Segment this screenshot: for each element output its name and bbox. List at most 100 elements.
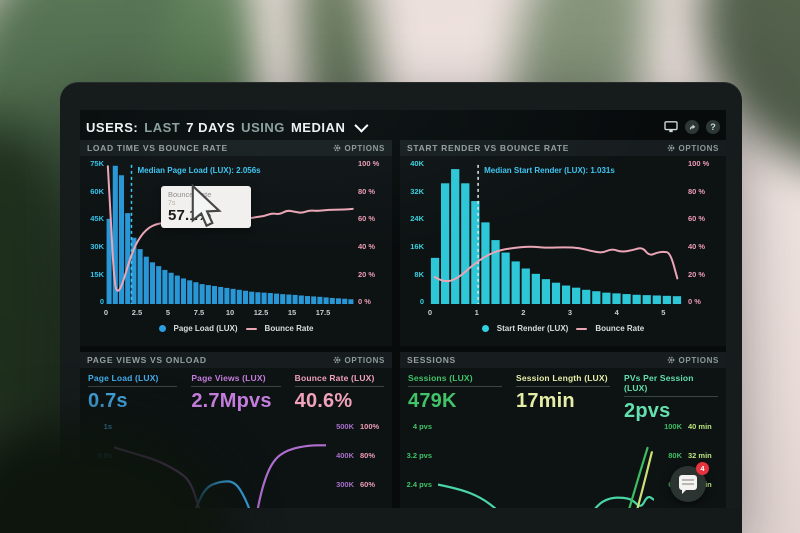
chat-launcher-button[interactable]: 4	[670, 462, 709, 502]
axis-tick: 100 %	[688, 159, 710, 168]
options-label: OPTIONS	[678, 355, 719, 365]
y-axis-right: 100 % 80 % 60 % 40 % 20 % 0 %	[688, 160, 722, 306]
gear-icon	[667, 356, 674, 364]
axis-tick: 17.5	[315, 308, 331, 317]
axis-tick: 40 %	[358, 242, 376, 252]
axis-tick: 40 %	[688, 242, 706, 252]
axis-tick: 5	[661, 308, 666, 317]
chart-legend: Start Render (LUX) Bounce Rate	[400, 324, 726, 333]
laptop: USERS: LAST 7 DAYS USING MEDIAN ?	[60, 82, 742, 533]
axis-tick: 100 %	[358, 159, 380, 168]
panel-start-render-vs-bounce-rate: START RENDER VS BOUNCE RATE OPTIONS 40K 3…	[400, 140, 726, 346]
metric-session-length: Session Length (LUX) 17min	[516, 373, 610, 423]
panel-title: SESSIONS	[407, 355, 456, 365]
axis-tick: 0	[419, 297, 424, 307]
axis-tick: 30K	[90, 242, 104, 252]
metric-label: PVs Per Session (LUX)	[624, 373, 718, 397]
axis-tick: 1	[474, 308, 479, 317]
tooltip-title: Bounce Rate	[168, 190, 212, 199]
panel-header: LOAD TIME VS BOUNCE RATE OPTIONS	[80, 140, 392, 156]
axis-tick: 60%	[360, 480, 376, 490]
panel-title: PAGE VIEWS VS ONLOAD	[87, 355, 207, 365]
axis-tick-row: 80K 32 min	[658, 452, 716, 460]
title-segment: 7 DAYS	[186, 119, 236, 135]
chevron-down-icon[interactable]	[354, 118, 369, 133]
legend-line-icon	[245, 327, 257, 330]
display-icon[interactable]	[664, 120, 678, 134]
axis-tick: 80%	[360, 451, 376, 461]
page-title[interactable]: USERS: LAST 7 DAYS USING MEDIAN	[86, 118, 369, 135]
metric-value: 0.7s	[88, 390, 128, 412]
y-axis-left: 40K 32K 24K 16K 8K 0	[402, 160, 424, 306]
options-button[interactable]: OPTIONS	[333, 356, 385, 365]
options-button[interactable]: OPTIONS	[667, 144, 719, 153]
legend-label: Bounce Rate	[595, 324, 645, 333]
axis-tick: 2	[521, 308, 526, 317]
title-segment: USING	[241, 119, 285, 135]
axis-tick: 100%	[360, 422, 380, 432]
axis-tick: 60K	[90, 186, 104, 196]
axis-tick: 8K	[414, 269, 424, 279]
load-time-chart[interactable]: Median Page Load (LUX): 2.056s Bounce Ra…	[106, 162, 354, 304]
legend-line-icon	[576, 327, 588, 330]
axis-tick: 32 min	[688, 451, 712, 461]
axis-tick: 40K	[410, 159, 424, 168]
metrics-row: Page Load (LUX) 0.7s Page Views (LUX) 2.…	[88, 373, 384, 413]
axis-tick: 3	[567, 308, 573, 317]
title-segment: MEDIAN	[290, 119, 346, 135]
axis-tick: 20 %	[688, 269, 706, 279]
axis-tick-row: 100K 40 min	[658, 423, 716, 431]
axis-tick: 2.4 pvs	[406, 480, 432, 490]
panel-title: START RENDER VS BOUNCE RATE	[407, 143, 570, 153]
axis-tick: 80 %	[688, 186, 706, 196]
axis-tick: 0 %	[358, 297, 371, 307]
median-annotation: Median Start Render (LUX): 1.031s	[484, 166, 615, 175]
share-icon[interactable]	[685, 120, 699, 134]
axis-tick: 0	[103, 308, 109, 317]
axis-tick: 0 %	[688, 297, 701, 307]
axis-tick: 500K	[336, 422, 354, 432]
legend-dot-icon	[158, 325, 166, 332]
chat-bubble-icon	[679, 475, 697, 494]
axis-tick-row: 500K 100%	[330, 423, 388, 431]
metric-label: Session Length (LUX)	[516, 373, 610, 387]
options-label: OPTIONS	[344, 355, 385, 365]
y-axis-right: 100 % 80 % 60 % 40 % 20 % 0 %	[358, 160, 392, 306]
axis-tick: 10	[225, 308, 235, 317]
sessions-chart[interactable]	[438, 422, 654, 508]
gear-icon	[333, 144, 340, 152]
axis-tick: 80K	[668, 451, 682, 461]
mouse-cursor-icon	[191, 183, 222, 228]
options-label: OPTIONS	[344, 143, 385, 153]
axis-tick-row: 400K 80%	[330, 452, 388, 460]
panel-header: SESSIONS OPTIONS	[400, 352, 726, 368]
title-segment: USERS:	[86, 119, 139, 135]
axis-tick-row: 4 pvs	[402, 423, 432, 431]
axis-tick: 2.5	[131, 308, 143, 317]
start-render-chart[interactable]: Median Start Render (LUX): 1.031s	[430, 162, 682, 304]
metric-value: 479K	[408, 390, 457, 412]
x-axis: 0 1 2 3 4 5	[428, 308, 682, 318]
axis-tick: 5	[165, 308, 171, 317]
metric-label: Page Views (LUX)	[191, 373, 281, 387]
axis-tick: 400K	[336, 451, 354, 461]
gear-icon	[667, 144, 674, 152]
options-button[interactable]: OPTIONS	[667, 356, 719, 365]
metric-pvs-per-session: PVs Per Session (LUX) 2pvs	[624, 373, 718, 423]
axis-tick: 24K	[410, 214, 424, 224]
bounce-rate-tooltip: Bounce Rate 7s 57.1%	[161, 183, 251, 229]
options-button[interactable]: OPTIONS	[333, 144, 385, 153]
metric-value: 17min	[516, 390, 575, 412]
axis-tick: 7.5	[193, 308, 205, 317]
metric-label: Bounce Rate (LUX)	[294, 373, 384, 387]
axis-tick: 32K	[410, 186, 424, 196]
metric-label: Page Load (LUX)	[88, 373, 178, 387]
help-icon[interactable]: ?	[706, 120, 720, 134]
metric-value: 40.6%	[294, 390, 353, 412]
axis-tick: 40 min	[688, 422, 712, 432]
metric-value: 2pvs	[624, 400, 671, 422]
legend-dot-icon	[481, 325, 489, 332]
axis-tick: 60 %	[358, 214, 376, 224]
